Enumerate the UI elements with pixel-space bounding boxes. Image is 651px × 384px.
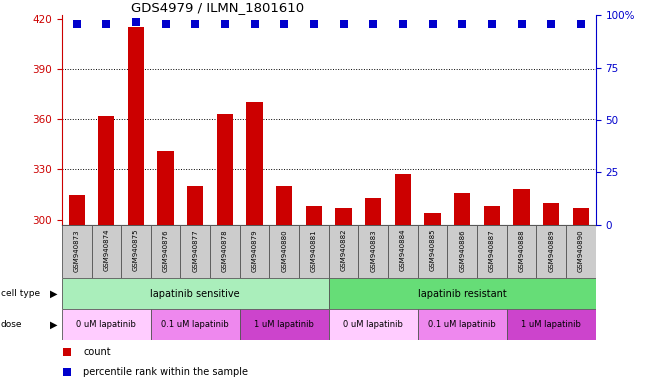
- Bar: [418, 309, 506, 340]
- Text: count: count: [83, 347, 111, 357]
- Bar: [454, 193, 471, 225]
- Point: [190, 21, 201, 27]
- Bar: [566, 225, 596, 278]
- Bar: [68, 195, 85, 225]
- Bar: [92, 225, 121, 278]
- Point: [427, 21, 437, 27]
- Point: [62, 349, 72, 355]
- Text: GSM940890: GSM940890: [578, 229, 584, 271]
- Bar: [536, 225, 566, 278]
- Bar: [395, 174, 411, 225]
- Bar: [329, 309, 418, 340]
- Text: GDS4979 / ILMN_1801610: GDS4979 / ILMN_1801610: [132, 1, 305, 14]
- Bar: [98, 116, 115, 225]
- Text: 0.1 uM lapatinib: 0.1 uM lapatinib: [161, 320, 229, 329]
- Text: dose: dose: [1, 320, 22, 329]
- Bar: [329, 278, 596, 309]
- Text: ▶: ▶: [49, 289, 57, 299]
- Bar: [128, 27, 144, 225]
- Point: [398, 21, 408, 27]
- Bar: [121, 225, 151, 278]
- Bar: [210, 225, 240, 278]
- Point: [101, 21, 111, 27]
- Text: GSM940877: GSM940877: [192, 229, 199, 271]
- Bar: [240, 225, 270, 278]
- Text: GSM940876: GSM940876: [163, 229, 169, 271]
- Text: GSM940887: GSM940887: [489, 229, 495, 271]
- Point: [516, 21, 527, 27]
- Bar: [247, 103, 263, 225]
- Text: 0 uM lapatinib: 0 uM lapatinib: [343, 320, 403, 329]
- Text: 0 uM lapatinib: 0 uM lapatinib: [76, 320, 136, 329]
- Bar: [151, 225, 180, 278]
- Bar: [299, 225, 329, 278]
- Text: GSM940879: GSM940879: [252, 229, 258, 271]
- Bar: [543, 203, 559, 225]
- Text: GSM940873: GSM940873: [74, 229, 79, 271]
- Text: GSM940880: GSM940880: [281, 229, 287, 271]
- Bar: [477, 225, 506, 278]
- Bar: [424, 213, 441, 225]
- Bar: [506, 225, 536, 278]
- Point: [160, 21, 171, 27]
- Bar: [573, 208, 589, 225]
- Bar: [365, 198, 381, 225]
- Bar: [270, 225, 299, 278]
- Bar: [359, 225, 388, 278]
- Bar: [240, 309, 329, 340]
- Bar: [484, 206, 500, 225]
- Point: [72, 21, 82, 27]
- Bar: [62, 309, 151, 340]
- Text: GSM940883: GSM940883: [370, 229, 376, 271]
- Point: [339, 21, 349, 27]
- Text: percentile rank within the sample: percentile rank within the sample: [83, 367, 248, 377]
- Text: GSM940875: GSM940875: [133, 229, 139, 271]
- Text: 1 uM lapatinib: 1 uM lapatinib: [521, 320, 581, 329]
- Bar: [187, 186, 204, 225]
- Bar: [276, 186, 292, 225]
- Bar: [151, 309, 240, 340]
- Bar: [514, 189, 530, 225]
- Bar: [447, 225, 477, 278]
- Bar: [506, 309, 596, 340]
- Text: GSM940874: GSM940874: [104, 229, 109, 271]
- Point: [249, 21, 260, 27]
- Point: [368, 21, 378, 27]
- Text: ▶: ▶: [49, 319, 57, 329]
- Text: GSM940885: GSM940885: [430, 229, 436, 271]
- Point: [457, 21, 467, 27]
- Point: [279, 21, 290, 27]
- Text: GSM940886: GSM940886: [459, 229, 465, 271]
- Bar: [62, 225, 92, 278]
- Bar: [306, 206, 322, 225]
- Bar: [158, 151, 174, 225]
- Text: GSM940878: GSM940878: [222, 229, 228, 271]
- Point: [546, 21, 557, 27]
- Point: [220, 21, 230, 27]
- Point: [309, 21, 319, 27]
- Point: [575, 21, 586, 27]
- Point: [487, 21, 497, 27]
- Text: GSM940882: GSM940882: [340, 229, 346, 271]
- Text: GSM940884: GSM940884: [400, 229, 406, 271]
- Bar: [62, 278, 329, 309]
- Bar: [329, 225, 359, 278]
- Text: lapatinib resistant: lapatinib resistant: [418, 289, 506, 299]
- Text: GSM940888: GSM940888: [519, 229, 525, 271]
- Text: 1 uM lapatinib: 1 uM lapatinib: [255, 320, 314, 329]
- Point: [131, 18, 141, 25]
- Point: [62, 369, 72, 375]
- Bar: [217, 114, 233, 225]
- Text: 0.1 uM lapatinib: 0.1 uM lapatinib: [428, 320, 496, 329]
- Bar: [180, 225, 210, 278]
- Text: cell type: cell type: [1, 289, 40, 298]
- Bar: [335, 208, 352, 225]
- Bar: [388, 225, 418, 278]
- Text: GSM940881: GSM940881: [311, 229, 317, 271]
- Bar: [418, 225, 447, 278]
- Text: lapatinib sensitive: lapatinib sensitive: [150, 289, 240, 299]
- Text: GSM940889: GSM940889: [548, 229, 554, 271]
